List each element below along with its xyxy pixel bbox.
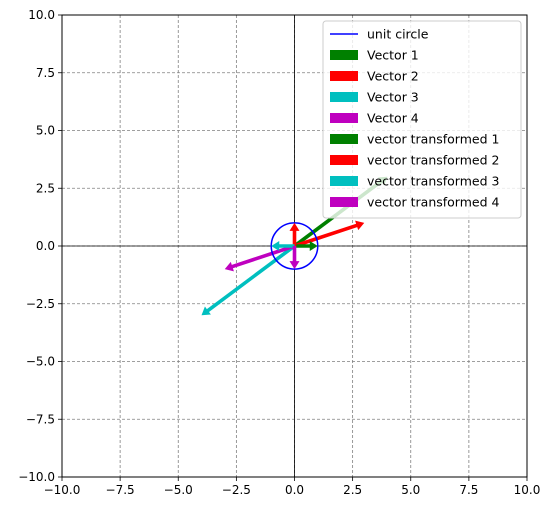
y-tick-label: −2.5 [26,297,55,311]
x-tick-label: −5.0 [164,483,193,497]
x-tick-label: 5.0 [401,483,420,497]
x-tick-label: 10.0 [514,483,541,497]
basis-vectors [271,222,318,270]
x-tick-label: −10.0 [44,483,81,497]
legend-patch-swatch [330,92,358,102]
y-tick-label: 2.5 [36,181,55,195]
x-tick-label: −7.5 [106,483,135,497]
x-tick-label: 0.0 [285,483,304,497]
legend-patch-swatch [330,113,358,123]
legend: unit circle Vector 1 Vector 2 Vector 3 Vecto… [322,20,522,219]
legend-label: Vector 3 [367,90,419,105]
y-tick-label: −7.5 [26,412,55,426]
vector-3-arrow [271,241,295,251]
legend-label: vector transformed 1 [367,132,499,147]
legend-label: vector transformed 2 [367,153,499,168]
ticks: −10.0 −7.5 −5.0 −2.5 0.0 2.5 5.0 7.5 10.0 10.0 7.5… [18,8,540,497]
legend-label: Vector 4 [367,111,419,126]
vector-transformed-4-arrow [224,244,296,272]
vector-transformed-2-arrow [293,220,365,248]
legend-patch-swatch [330,71,358,81]
legend-label: Vector 2 [367,69,419,84]
legend-label: Vector 1 [367,48,419,63]
vector-1-arrow [294,241,318,251]
y-tick-label: −5.0 [26,355,55,369]
vector-transformed-3-arrow [201,244,296,316]
x-tick-label: 7.5 [459,483,478,497]
legend-patch-swatch [330,155,358,165]
x-tick-label: 2.5 [343,483,362,497]
y-tick-label: 10.0 [28,8,55,22]
legend-box [322,20,522,219]
legend-label: unit circle [367,27,429,42]
y-tick-label: −10.0 [18,470,55,484]
legend-label: vector transformed 4 [367,195,499,210]
y-tick-label: 7.5 [36,66,55,80]
legend-patch-swatch [330,197,358,207]
y-tick-label: 0.0 [36,239,55,253]
legend-patch-swatch [330,50,358,60]
x-tick-label: −2.5 [222,483,251,497]
legend-patch-swatch [330,134,358,144]
legend-patch-swatch [330,176,358,186]
legend-label: vector transformed 3 [367,174,499,189]
vector-4-arrow [289,246,300,270]
y-tick-label: 5.0 [36,124,55,138]
vector-2-arrow [289,222,300,246]
